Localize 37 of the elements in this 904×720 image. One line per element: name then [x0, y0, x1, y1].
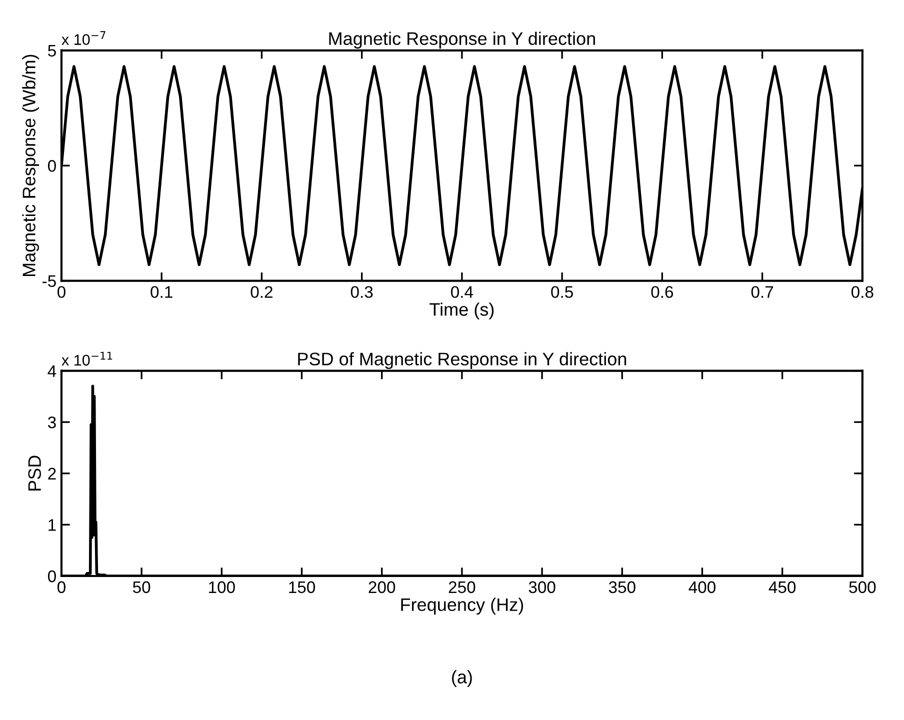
y-axis-title: Magnetic Response (Wb/m) [22, 54, 40, 276]
y-tick-label: 5 [48, 44, 56, 57]
x-axis-title: Time (s) [430, 302, 494, 320]
x-tick-label: 150 [289, 581, 316, 594]
x-tick-label: 0.7 [751, 286, 774, 298]
y-tick-label: 4 [48, 365, 56, 377]
x-tick-label: 50 [132, 581, 150, 594]
x-tick-label: 0.6 [651, 286, 674, 298]
x-tick-label: 0.1 [150, 286, 172, 298]
x-tick-label: 300 [528, 581, 556, 594]
x-axis-title: Frequency (Hz) [401, 598, 524, 615]
y-tick-label: 3 [48, 416, 56, 428]
x-tick-label: 0.2 [250, 286, 272, 298]
text: (a) [452, 670, 472, 688]
y-tick-label: 0 [48, 570, 56, 582]
text: x 10$^{−11}$ [62, 352, 112, 366]
chart-title: Magnetic Response in Y direction [329, 32, 595, 49]
y-tick-label: 1 [48, 519, 56, 531]
text: x 10$^{−7}$ [62, 31, 106, 45]
y-tick-label: 2 [48, 468, 56, 480]
x-tick-label: 0.4 [451, 286, 474, 298]
x-tick-label: 0.3 [350, 286, 373, 298]
chart-title: PSD of Magnetic Response in Y direction [298, 352, 626, 369]
x-tick-label: 400 [688, 581, 716, 594]
x-tick-label: 0.8 [851, 286, 874, 298]
x-tick-label: 350 [608, 581, 636, 594]
x-tick-label: 0.5 [551, 286, 573, 298]
y-tick-label: -5 [42, 275, 56, 288]
x-tick-label: 250 [448, 581, 476, 594]
y-axis-title: PSD [28, 456, 41, 490]
x-tick-label: 0 [57, 286, 66, 298]
x-tick-label: 450 [768, 581, 796, 594]
x-tick-label: 100 [209, 581, 235, 594]
x-tick-label: 0 [57, 581, 66, 594]
x-tick-label: 200 [368, 581, 396, 594]
x-tick-label: 500 [849, 581, 876, 594]
y-tick-label: 0 [48, 160, 56, 172]
